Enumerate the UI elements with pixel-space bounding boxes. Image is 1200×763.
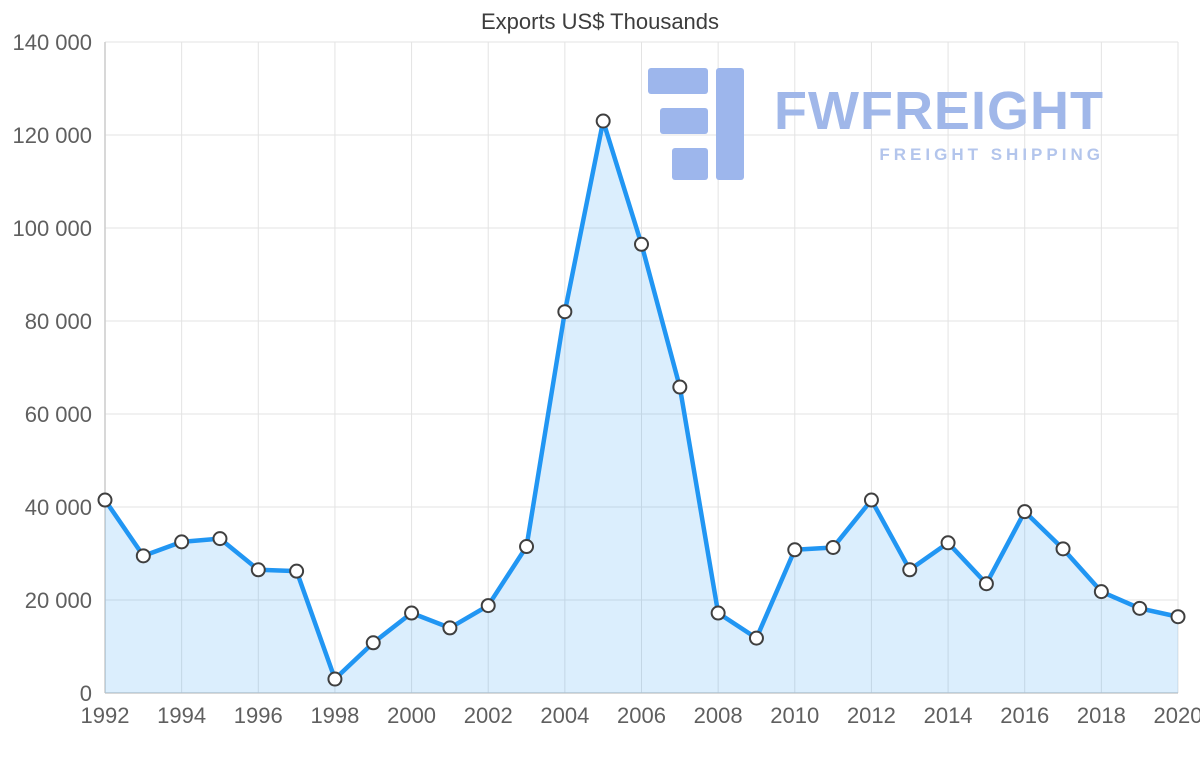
svg-text:1994: 1994 xyxy=(157,703,206,728)
svg-text:2012: 2012 xyxy=(847,703,896,728)
svg-text:2016: 2016 xyxy=(1000,703,1049,728)
svg-text:60 000: 60 000 xyxy=(25,402,92,427)
svg-text:2018: 2018 xyxy=(1077,703,1126,728)
svg-text:140 000: 140 000 xyxy=(12,30,92,55)
svg-text:2004: 2004 xyxy=(540,703,589,728)
svg-text:1998: 1998 xyxy=(310,703,359,728)
svg-text:1996: 1996 xyxy=(234,703,283,728)
svg-text:2020: 2020 xyxy=(1154,703,1200,728)
svg-text:2006: 2006 xyxy=(617,703,666,728)
svg-text:20 000: 20 000 xyxy=(25,588,92,613)
svg-text:120 000: 120 000 xyxy=(12,123,92,148)
svg-text:2014: 2014 xyxy=(924,703,973,728)
svg-text:100 000: 100 000 xyxy=(12,216,92,241)
svg-text:2010: 2010 xyxy=(770,703,819,728)
chart-title: Exports US$ Thousands xyxy=(480,9,720,34)
svg-text:2000: 2000 xyxy=(387,703,436,728)
svg-text:1992: 1992 xyxy=(81,703,130,728)
svg-text:40 000: 40 000 xyxy=(25,495,92,520)
svg-text:0: 0 xyxy=(80,681,92,706)
svg-text:2002: 2002 xyxy=(464,703,513,728)
svg-text:2008: 2008 xyxy=(694,703,743,728)
svg-text:80 000: 80 000 xyxy=(25,309,92,334)
